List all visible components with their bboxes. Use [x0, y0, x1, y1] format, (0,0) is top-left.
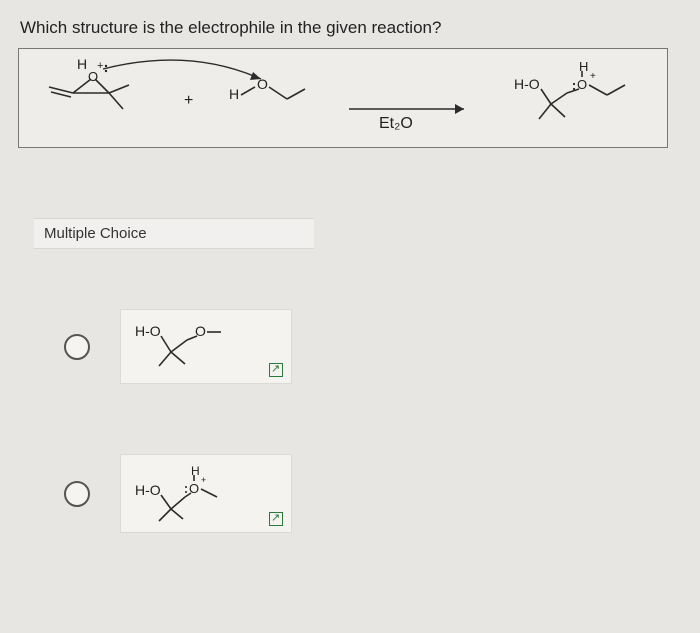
curved-arrow	[103, 60, 261, 79]
reagent-epoxide: H + O	[49, 56, 129, 109]
multiple-choice-header: Multiple Choice	[34, 218, 314, 249]
opt-a-ho: H-O	[135, 323, 161, 339]
reaction-box: H + O + H	[18, 48, 668, 148]
plus-sign: +	[184, 92, 193, 109]
product-charge: +	[590, 71, 596, 82]
choice-structure-a[interactable]: H-O O	[120, 309, 292, 384]
option-a-svg: H-O O	[129, 314, 269, 374]
choice-structure-b[interactable]: H-O H O +	[120, 454, 292, 533]
opt-b-charge: +	[201, 475, 206, 485]
radio-option-a[interactable]	[64, 334, 90, 360]
label-h: H	[77, 56, 87, 72]
choice-row-b: H-O H O +	[64, 454, 686, 533]
product-structure: H-O H O +	[514, 59, 625, 119]
product-h: H	[579, 59, 588, 74]
opt-b-h: H	[191, 464, 200, 478]
reaction-diagram: H + O + H	[19, 49, 669, 149]
label-h2: H	[229, 86, 239, 102]
option-b-svg: H-O H O +	[129, 459, 269, 523]
popout-icon[interactable]	[269, 512, 283, 526]
opt-b-ho: H-O	[135, 482, 161, 498]
popout-icon[interactable]	[269, 363, 283, 377]
reagent-ethanol: H O	[229, 76, 305, 102]
question-text: Which structure is the electrophile in t…	[20, 18, 686, 38]
product-ho: H-O	[514, 76, 540, 92]
reaction-arrow-head	[455, 104, 464, 114]
question-page: Which structure is the electrophile in t…	[0, 0, 700, 633]
solvent-label: Et₂O	[379, 115, 413, 133]
choice-row-a: H-O O	[64, 309, 686, 384]
radio-option-b[interactable]	[64, 481, 90, 507]
label-o: O	[88, 69, 98, 84]
